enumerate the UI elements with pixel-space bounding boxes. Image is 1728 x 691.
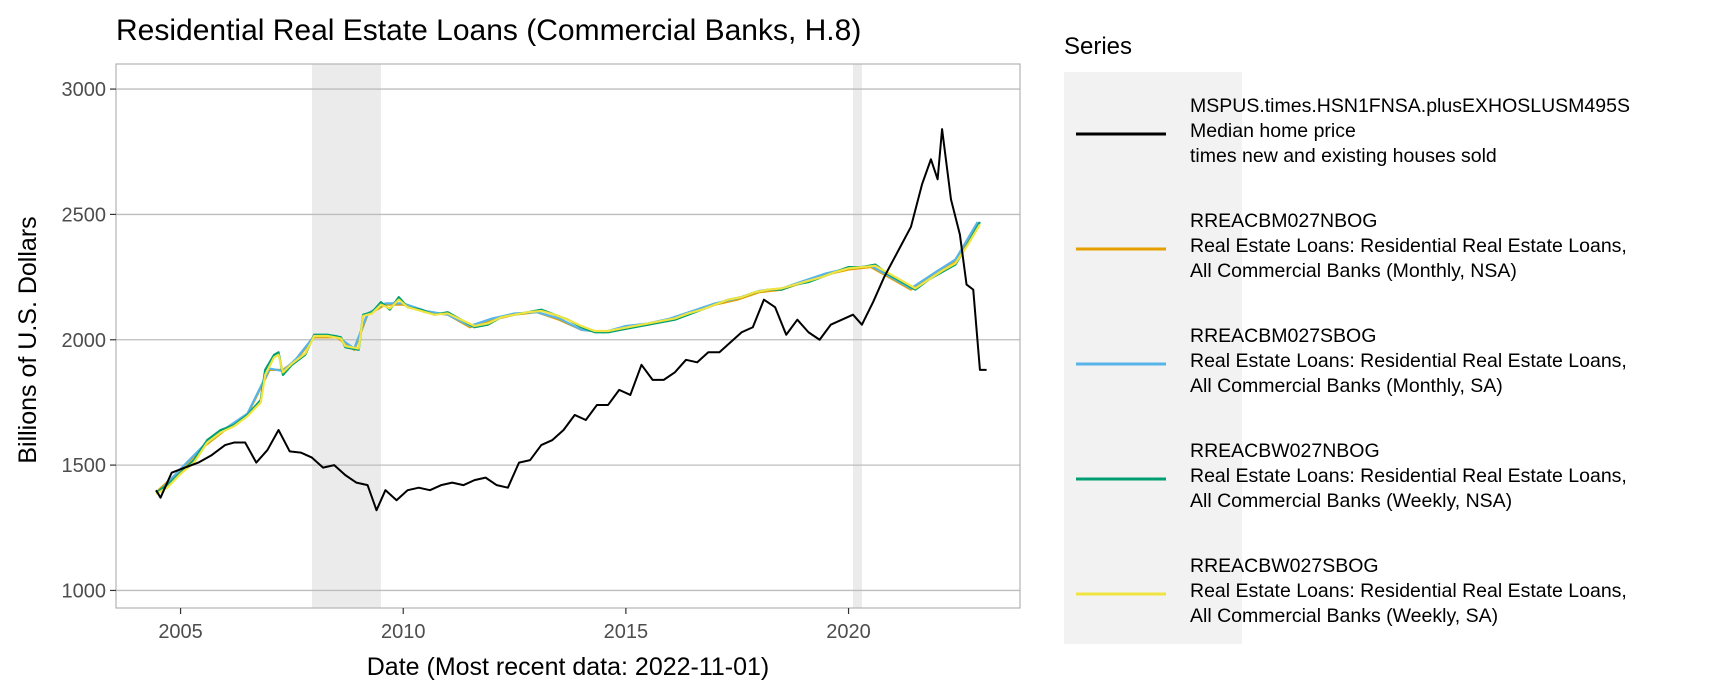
legend-label: times new and existing houses sold (1190, 145, 1497, 167)
y-tick-label: 2500 (62, 204, 107, 226)
x-axis-title: Date (Most recent data: 2022-11-01) (367, 653, 770, 681)
legend-label: RREACBM027NBOG (1190, 210, 1377, 232)
legend-label: Real Estate Loans: Residential Real Esta… (1190, 465, 1627, 487)
x-tick-label: 2015 (604, 621, 649, 643)
x-tick-label: 2020 (826, 621, 871, 643)
legend-label: RREACBW027NBOG (1190, 440, 1380, 462)
y-tick-label: 2000 (62, 330, 107, 352)
y-axis-title: Billions of U.S. Dollars (14, 216, 42, 463)
y-tick-label: 3000 (62, 79, 107, 101)
legend-label: All Commercial Banks (Monthly, SA) (1190, 375, 1503, 397)
legend-label: MSPUS.times.HSN1FNSA.plusEXHOSLUSM495S (1190, 95, 1630, 117)
plot-area: 1000 1500 2000 2500 3000 2005 2010 2015 2020 (62, 63, 1021, 643)
legend-label: All Commercial Banks (Weekly, SA) (1190, 605, 1498, 627)
recession-band (853, 64, 862, 608)
x-tick-label: 2005 (158, 621, 203, 643)
legend-label: Real Estate Loans: Residential Real Esta… (1190, 235, 1627, 257)
legend-label: Real Estate Loans: Residential Real Esta… (1190, 350, 1627, 372)
legend-label: All Commercial Banks (Weekly, NSA) (1190, 490, 1512, 512)
legend-label: Real Estate Loans: Residential Real Esta… (1190, 580, 1627, 602)
panel-border (115, 63, 1021, 609)
series-line (155, 223, 981, 495)
chart-title: Residential Real Estate Loans (Commercia… (116, 14, 861, 47)
legend-title: Series (1064, 33, 1132, 60)
legend-label: Median home price (1190, 120, 1356, 142)
legend: Series MSPUS.times.HSN1FNSA.plusEXHOSLUS… (1064, 33, 1630, 644)
legend-label: RREACBW027SBOG (1190, 555, 1379, 577)
legend-key-background (1064, 72, 1242, 644)
series-line (155, 128, 987, 512)
legend-label: RREACBM027SBOG (1190, 325, 1376, 347)
y-tick-label: 1000 (62, 580, 107, 602)
x-tick-label: 2010 (381, 621, 426, 643)
legend-items: MSPUS.times.HSN1FNSA.plusEXHOSLUSM495S Me… (1076, 95, 1630, 627)
y-tick-label: 1500 (62, 455, 107, 477)
legend-label: All Commercial Banks (Monthly, NSA) (1190, 260, 1517, 282)
